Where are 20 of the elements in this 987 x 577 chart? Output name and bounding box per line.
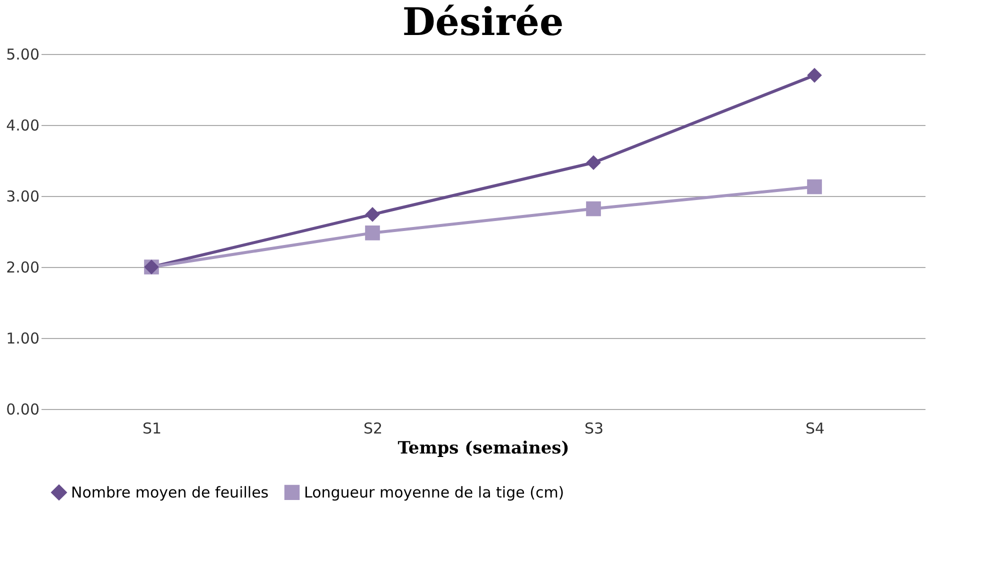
- point: [807, 179, 822, 194]
- y-tick-label: 4.00: [6, 116, 40, 134]
- x-tick-label: S3: [584, 420, 604, 438]
- y-tick-label: 5.00: [6, 46, 40, 64]
- legend-label: Longueur moyenne de la tige (cm): [304, 483, 564, 502]
- x-axis-title: Temps (semaines): [398, 438, 570, 458]
- x-tick-label: S4: [805, 420, 825, 438]
- legend-label: Nombre moyen de feuilles: [71, 483, 269, 502]
- point: [807, 68, 822, 83]
- point: [586, 155, 601, 170]
- y-tick-label: 3.00: [6, 188, 40, 206]
- point: [365, 207, 380, 222]
- point: [365, 226, 380, 240]
- point: [586, 201, 601, 216]
- x-tick-label: S1: [142, 420, 162, 438]
- y-tick-label: 0.00: [6, 400, 40, 418]
- chart-title: Désirée: [402, 0, 564, 44]
- x-tick-label: S2: [363, 420, 383, 438]
- y-tick-label: 1.00: [6, 330, 40, 348]
- y-tick-label: 2.00: [6, 258, 40, 276]
